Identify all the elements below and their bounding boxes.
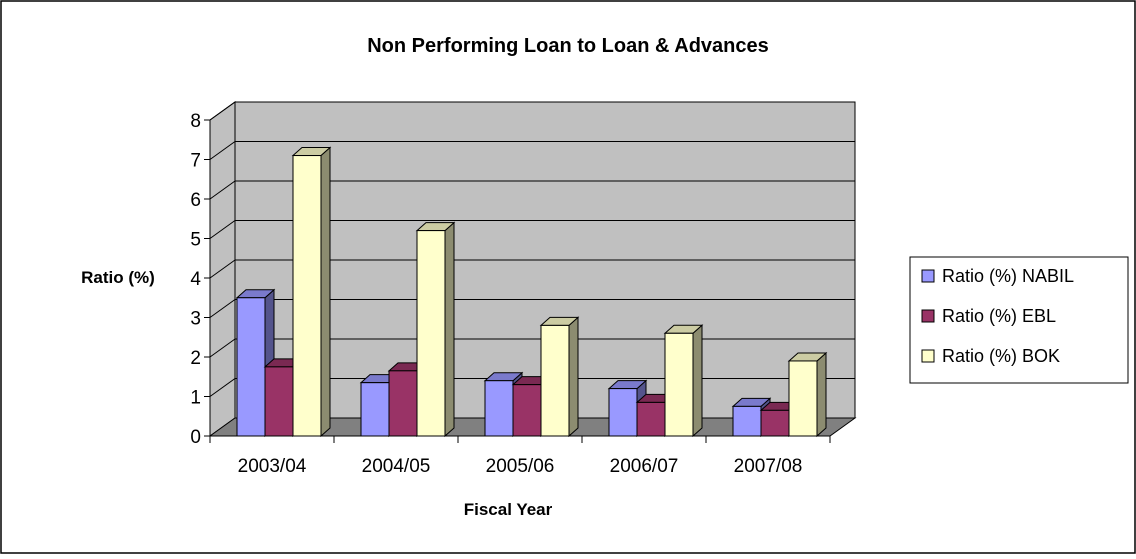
bar-front <box>664 332 694 437</box>
bar-front <box>360 382 390 437</box>
y-tick-label: 3 <box>190 309 201 330</box>
bar-side <box>816 351 827 438</box>
bar-front <box>540 324 570 437</box>
bar-front <box>608 388 638 437</box>
bar-front <box>264 366 294 437</box>
legend-label: Ratio (%) NABIL <box>942 266 1074 286</box>
gridline-side <box>209 338 236 358</box>
bar <box>539 316 580 438</box>
x-tick-label: 2004/05 <box>362 456 431 477</box>
y-tick-label: 2 <box>190 348 201 369</box>
y-axis-label: Ratio (%) <box>81 268 155 287</box>
gridline-side <box>209 101 236 121</box>
chart-title: Non Performing Loan to Loan & Advances <box>367 35 769 57</box>
bar-front <box>236 297 266 437</box>
gridline-side <box>209 299 236 318</box>
x-axis: 2003/04 2004/05 2005/06 2006/07 2007/08 <box>209 435 831 477</box>
bar-front <box>760 409 790 437</box>
bar-front <box>636 401 666 437</box>
x-tick-label: 2005/06 <box>486 456 555 477</box>
y-axis: 0 1 2 3 4 5 6 7 8 <box>190 111 211 448</box>
bar-front <box>416 230 446 437</box>
bar-side <box>568 316 579 438</box>
bar-side <box>692 324 703 438</box>
bar <box>663 324 704 438</box>
legend-swatch <box>921 349 935 363</box>
y-tick-label: 8 <box>190 111 201 132</box>
y-tick-label: 7 <box>190 151 201 172</box>
y-tick-label: 6 <box>190 190 201 211</box>
legend-swatch <box>921 309 935 323</box>
gridline-side <box>209 259 236 279</box>
bar <box>291 146 332 438</box>
bar-side <box>320 146 331 438</box>
bar <box>787 351 828 438</box>
x-tick-label: 2006/07 <box>610 456 679 477</box>
legend: Ratio (%) NABIL Ratio (%) EBL Ratio (%) BO… <box>909 256 1129 384</box>
y-tick-label: 5 <box>190 230 201 251</box>
bar-front <box>292 155 322 437</box>
gridline-side <box>209 141 236 160</box>
gridline-side <box>209 220 236 239</box>
x-tick-label: 2007/08 <box>734 456 803 477</box>
y-tick-label: 4 <box>190 269 201 290</box>
x-tick-label: 2003/04 <box>238 456 307 477</box>
x-axis-label: Fiscal Year <box>464 500 553 519</box>
legend-box <box>909 256 1129 384</box>
bar <box>415 221 456 438</box>
bar-front <box>732 405 762 437</box>
legend-label: Ratio (%) BOK <box>942 346 1060 366</box>
y-tick-label: 1 <box>190 388 201 409</box>
gridline-side <box>209 378 236 397</box>
bar-front <box>512 384 542 437</box>
bar-side <box>444 221 455 438</box>
bar-front <box>484 380 514 437</box>
legend-swatch <box>921 269 935 283</box>
bar-front <box>788 360 818 437</box>
bar <box>235 288 276 438</box>
y-tick-label: 0 <box>190 427 201 448</box>
legend-label: Ratio (%) EBL <box>942 306 1056 326</box>
bar-front <box>388 370 418 437</box>
gridline-side <box>209 180 236 200</box>
